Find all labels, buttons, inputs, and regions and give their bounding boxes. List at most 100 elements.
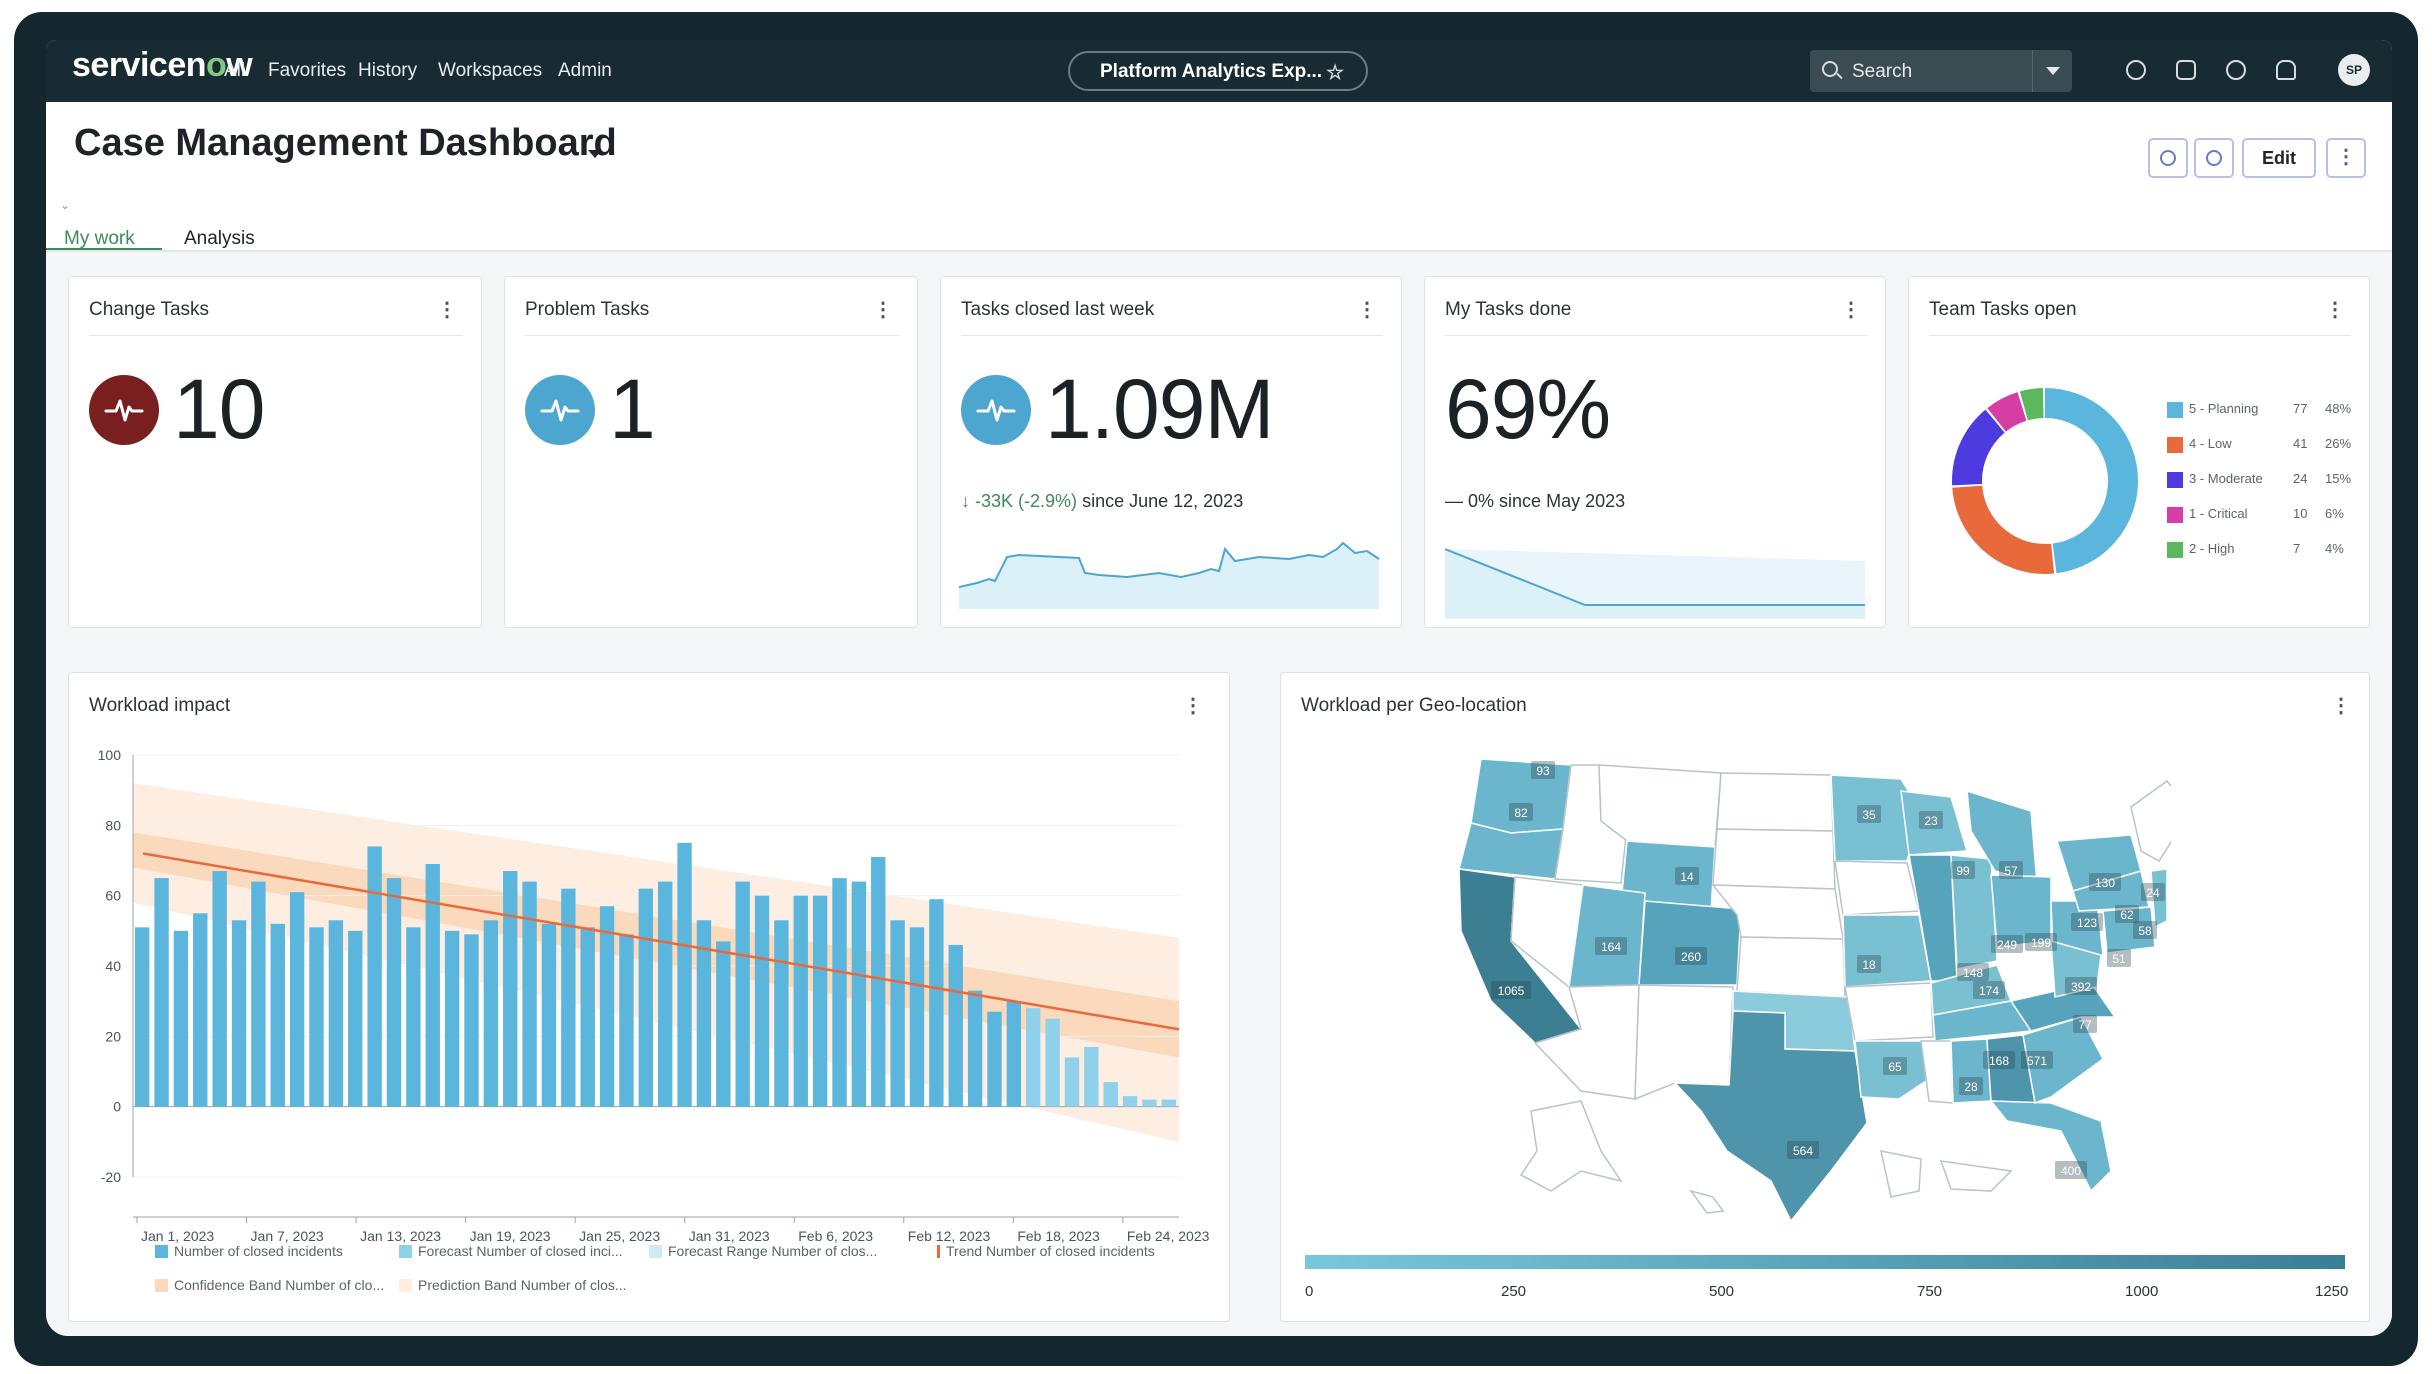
search-input[interactable]: Search bbox=[1810, 50, 2072, 92]
more-options-button[interactable]: ⋮ bbox=[2326, 138, 2366, 178]
state-region[interactable] bbox=[1842, 914, 1932, 988]
us-map[interactable]: 93 82 1065 14 164 260 35 23 99 57 249 199 123 130 62 58… bbox=[1451, 751, 2171, 1231]
bar[interactable] bbox=[289, 892, 305, 1107]
globe-icon[interactable] bbox=[2126, 60, 2146, 80]
state-region[interactable] bbox=[1634, 984, 1734, 1101]
donut-slice[interactable] bbox=[1952, 388, 2138, 574]
bar[interactable] bbox=[677, 842, 692, 1107]
legend-item[interactable]: Prediction Band Number of clos... bbox=[399, 1277, 627, 1293]
tab-analysis[interactable]: Analysis bbox=[184, 228, 255, 249]
bar[interactable] bbox=[696, 920, 712, 1107]
state-region[interactable] bbox=[1920, 1040, 1954, 1104]
bar[interactable] bbox=[483, 920, 499, 1107]
card-workload-impact[interactable]: Workload impact ⋮ 100 80 60 40 20 0 -20 Jan 1, … bbox=[68, 672, 1230, 1322]
card-menu-icon[interactable]: ⋮ bbox=[1183, 695, 1203, 717]
bar[interactable] bbox=[929, 899, 944, 1107]
bar[interactable] bbox=[251, 881, 266, 1107]
bar[interactable] bbox=[754, 895, 770, 1107]
bar[interactable] bbox=[1142, 1099, 1157, 1107]
legend-item[interactable]: Forecast Range Number of clos... bbox=[649, 1243, 877, 1259]
state-region[interactable] bbox=[2050, 939, 2102, 998]
bar[interactable] bbox=[1103, 1082, 1118, 1107]
bar[interactable] bbox=[173, 930, 189, 1107]
state-region[interactable] bbox=[1736, 936, 1846, 998]
refresh-button[interactable] bbox=[2148, 138, 2188, 178]
bar[interactable] bbox=[464, 934, 479, 1107]
bar[interactable] bbox=[599, 906, 615, 1107]
state-region[interactable] bbox=[1880, 1150, 1922, 1198]
help-icon[interactable] bbox=[2226, 60, 2246, 80]
bar[interactable] bbox=[735, 881, 750, 1107]
bar[interactable] bbox=[541, 923, 557, 1107]
state-region[interactable] bbox=[1638, 900, 1742, 986]
card-menu-icon[interactable]: ⋮ bbox=[873, 299, 893, 321]
card-my-tasks-done[interactable]: My Tasks done ⋮ 69% — 0% since May 2023 bbox=[1424, 276, 1886, 628]
bar[interactable] bbox=[793, 895, 808, 1107]
servicenow-logo[interactable]: servicenow bbox=[72, 46, 253, 85]
nav-history[interactable]: History bbox=[358, 60, 418, 81]
state-region[interactable] bbox=[1844, 982, 1934, 1042]
bar[interactable] bbox=[386, 878, 402, 1107]
bar[interactable] bbox=[522, 881, 537, 1107]
bar[interactable] bbox=[561, 888, 576, 1107]
bar[interactable] bbox=[406, 927, 421, 1107]
bar[interactable] bbox=[309, 927, 324, 1107]
bar[interactable] bbox=[1026, 1008, 1041, 1107]
bar[interactable] bbox=[425, 864, 440, 1107]
bar[interactable] bbox=[1084, 1046, 1099, 1107]
nav-all[interactable]: All bbox=[224, 60, 246, 81]
bar[interactable] bbox=[832, 878, 847, 1107]
bar[interactable] bbox=[212, 871, 227, 1107]
card-tasks-closed-last-week[interactable]: Tasks closed last week ⋮ 1.09M ↓ -33K (-… bbox=[940, 276, 1402, 628]
edit-button[interactable]: Edit bbox=[2242, 138, 2316, 178]
bar[interactable] bbox=[890, 920, 905, 1107]
card-workload-geo[interactable]: Workload per Geo-location ⋮ bbox=[1280, 672, 2370, 1322]
bar[interactable] bbox=[1045, 1018, 1060, 1107]
bar[interactable] bbox=[193, 913, 208, 1107]
bar[interactable] bbox=[367, 846, 382, 1107]
state-region[interactable] bbox=[1568, 884, 1646, 988]
bar[interactable] bbox=[871, 856, 886, 1107]
bar[interactable] bbox=[231, 920, 247, 1107]
bar[interactable] bbox=[619, 934, 634, 1107]
bar[interactable] bbox=[348, 930, 363, 1107]
bar[interactable] bbox=[638, 888, 653, 1107]
state-region[interactable] bbox=[1834, 860, 1920, 916]
chat-icon[interactable] bbox=[2176, 60, 2196, 80]
bar[interactable] bbox=[967, 990, 983, 1107]
workspace-pill[interactable]: Platform Analytics Exp... ☆ bbox=[1068, 51, 1368, 91]
bar[interactable] bbox=[1006, 1001, 1022, 1107]
bar[interactable] bbox=[987, 1011, 1002, 1107]
state-region[interactable] bbox=[1900, 790, 1968, 856]
state-region[interactable] bbox=[1950, 854, 1998, 970]
bar[interactable] bbox=[135, 927, 150, 1107]
bar[interactable] bbox=[503, 871, 518, 1107]
legend-item[interactable]: Confidence Band Number of clo... bbox=[155, 1277, 384, 1293]
bar[interactable] bbox=[580, 927, 595, 1107]
bar[interactable] bbox=[154, 878, 169, 1107]
bar[interactable] bbox=[1161, 1099, 1176, 1107]
bar[interactable] bbox=[444, 930, 460, 1107]
bell-icon[interactable] bbox=[2276, 60, 2296, 80]
donut-slice[interactable] bbox=[1952, 388, 2138, 574]
card-menu-icon[interactable]: ⋮ bbox=[1357, 299, 1377, 321]
legend-item[interactable]: Forecast Number of closed inci... bbox=[399, 1243, 623, 1259]
search-scope-dropdown[interactable] bbox=[2032, 50, 2072, 92]
tab-my-work[interactable]: My work bbox=[64, 228, 135, 249]
donut-chart[interactable] bbox=[1945, 381, 2145, 581]
card-change-tasks[interactable]: Change Tasks ⋮ 10 bbox=[68, 276, 482, 628]
chevron-down-icon[interactable] bbox=[588, 150, 602, 158]
bar[interactable] bbox=[948, 944, 963, 1107]
card-problem-tasks[interactable]: Problem Tasks ⋮ 1 bbox=[504, 276, 918, 628]
state-region[interactable] bbox=[1673, 1010, 1868, 1223]
state-region[interactable] bbox=[1716, 772, 1834, 832]
nav-favorites[interactable]: Favorites bbox=[268, 60, 347, 81]
state-region[interactable] bbox=[1989, 1100, 2112, 1193]
state-region[interactable] bbox=[1470, 758, 1572, 834]
card-menu-icon[interactable]: ⋮ bbox=[2331, 695, 2351, 717]
donut-slice[interactable] bbox=[1952, 388, 2138, 574]
card-menu-icon[interactable]: ⋮ bbox=[437, 299, 457, 321]
state-region[interactable] bbox=[2150, 868, 2168, 929]
star-icon[interactable]: ☆ bbox=[1326, 62, 1344, 84]
state-region[interactable] bbox=[1712, 828, 1836, 890]
